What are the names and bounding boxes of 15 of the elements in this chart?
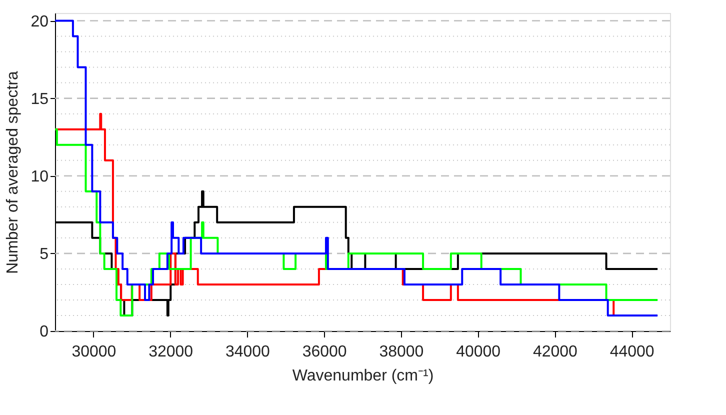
y-tick-label: 20	[30, 13, 49, 30]
x-tick-label: 44000	[610, 344, 654, 360]
x-tick-label: 36000	[302, 344, 347, 360]
x-tick-label: 32000	[148, 344, 194, 360]
x-axis-title: Wavenumber (cm⁻¹)	[292, 368, 434, 384]
y-tick-label: 0	[40, 324, 49, 340]
y-tick-label: 15	[30, 90, 49, 108]
x-tick-label: 30000	[72, 344, 116, 360]
y-axis-title: Number of averaged spectra	[4, 71, 22, 274]
y-tick-label: 10	[30, 168, 49, 186]
x-tick-label: 42000	[532, 344, 578, 360]
x-tick-label: 34000	[225, 344, 270, 360]
x-tick-label: 40000	[456, 344, 501, 360]
y-tick-label: 5	[40, 246, 49, 263]
x-tick-label: 38000	[379, 344, 424, 360]
